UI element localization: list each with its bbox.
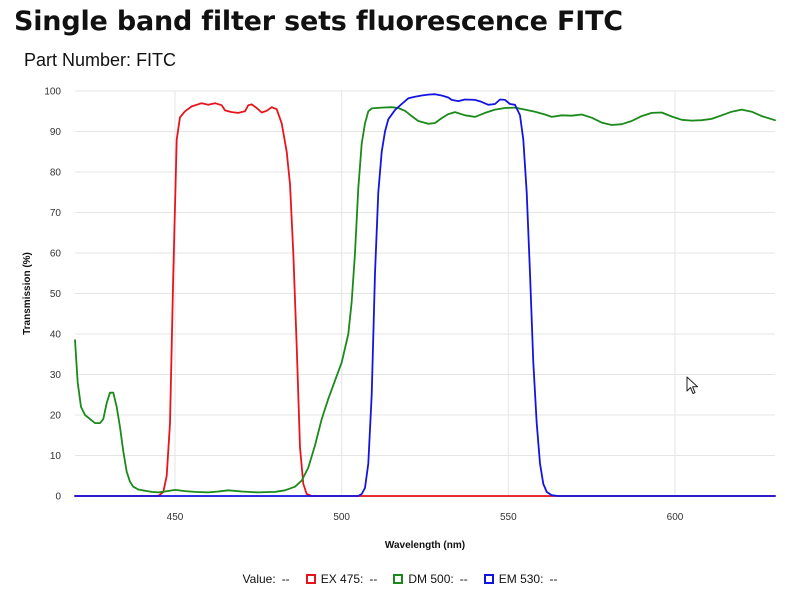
legend-item-em530[interactable]: EM 530: --: [483, 572, 558, 586]
y-tick-label: 30: [50, 370, 62, 381]
legend-swatch-em530: [483, 574, 494, 584]
series-line-em530[interactable]: [74, 93, 776, 497]
legend-label-em530: EM 530:: [498, 572, 544, 586]
y-tick-label: 70: [50, 208, 62, 219]
grid-layer: [75, 90, 775, 497]
y-tick-label: 90: [50, 127, 62, 138]
y-tick-label: 20: [50, 411, 62, 422]
x-tick-label: 600: [667, 512, 684, 523]
series-line-ex475[interactable]: [74, 102, 776, 497]
x-tick-label: 500: [333, 512, 350, 523]
x-tick-label: 450: [167, 512, 184, 523]
chart-title: Single band filter sets fluorescence FIT…: [14, 6, 623, 37]
legend-item-dm500[interactable]: DM 500: --: [393, 572, 468, 586]
legend-value-placeholder: --: [281, 572, 290, 586]
legend-item-ex475[interactable]: EX 475: --: [305, 572, 378, 586]
axis-layer: 0 10 20 30 40 50 60 70 80 90 100 450 500 550 600: [44, 87, 775, 523]
part-number-label: Part Number:: [24, 50, 132, 70]
legend-value-label: Value:: [242, 572, 276, 586]
legend-label-ex475: EX 475:: [320, 572, 364, 586]
y-tick-label: 40: [50, 330, 62, 341]
legend-value-dm500: --: [459, 572, 468, 586]
legend-value-em530: --: [549, 572, 558, 586]
legend: Value: -- EX 475: -- DM 500: -- EM 530: …: [0, 572, 800, 586]
mouse-pointer-icon: [686, 376, 698, 394]
y-tick-label: 0: [55, 492, 61, 503]
transmission-chart[interactable]: 0 10 20 30 40 50 60 70 80 90 100 450 500 550 600 Wavel…: [0, 0, 800, 570]
legend-value-readout: Value: --: [243, 572, 290, 586]
legend-swatch-ex475: [305, 574, 316, 584]
y-tick-label: 60: [50, 249, 62, 260]
part-number-value: FITC: [136, 50, 177, 70]
y-tick-label: 10: [50, 451, 62, 462]
legend-label-dm500: DM 500:: [408, 572, 454, 586]
legend-value-ex475: --: [369, 572, 378, 586]
x-axis-title: Wavelength (nm): [385, 540, 465, 551]
y-tick-label: 100: [44, 87, 61, 98]
y-axis-title: Transmission (%): [22, 252, 33, 335]
series-line-dm500[interactable]: [74, 106, 776, 494]
y-tick-label: 80: [50, 168, 62, 179]
legend-swatch-dm500: [393, 574, 404, 584]
part-number: Part Number: FITC: [24, 50, 176, 71]
x-tick-label: 550: [500, 512, 517, 523]
series-layer: [74, 93, 776, 497]
y-tick-label: 50: [50, 289, 62, 300]
